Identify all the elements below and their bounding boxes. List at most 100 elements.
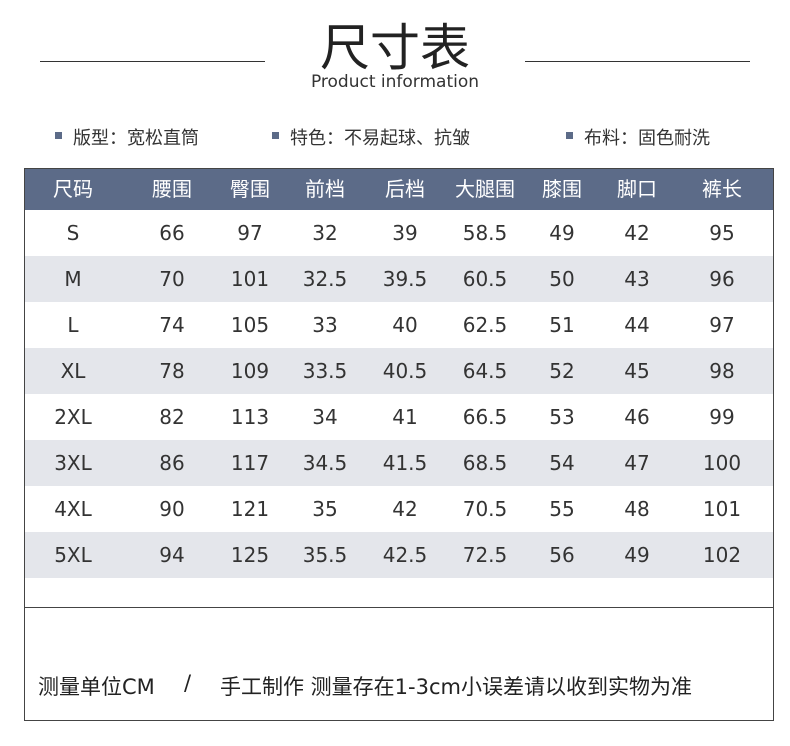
subtitle: Product information [310, 72, 480, 92]
feature: 特色：不易起球、抗皱 [290, 128, 470, 149]
footer-note: 手工制作 测量存在1-3cm小误差请以收到实物为准 [220, 675, 692, 699]
cell: 52 [549, 359, 575, 383]
title: 尺寸表 [320, 19, 470, 77]
cell: 56 [549, 543, 575, 567]
cell: 98 [709, 359, 735, 383]
header-cell: 后档 [385, 177, 425, 201]
footer-note: 测量单位CM [38, 675, 155, 699]
cell: 39.5 [382, 267, 428, 291]
cell: 60.5 [462, 267, 508, 291]
cell: 50 [549, 267, 575, 291]
header-cell: 腰围 [152, 177, 192, 201]
cell: 43 [624, 267, 650, 291]
cell: 35 [312, 497, 338, 521]
bullet [566, 132, 573, 139]
cell: 42 [392, 497, 418, 521]
feature: 布料：固色耐洗 [584, 128, 710, 149]
cell: 66 [159, 221, 185, 245]
cell: 44 [624, 313, 650, 337]
cell: 47 [624, 451, 650, 475]
cell: 78 [159, 359, 185, 383]
cell: 64.5 [462, 359, 508, 383]
cell: 35.5 [302, 543, 348, 567]
row-bg [25, 532, 773, 578]
divider [25, 607, 773, 608]
bullet [272, 132, 279, 139]
cell: 66.5 [462, 405, 508, 429]
cell: 33.5 [302, 359, 348, 383]
cell: 5XL [54, 543, 92, 567]
cell: 70.5 [462, 497, 508, 521]
cell: M [64, 267, 82, 291]
row-bg [25, 348, 773, 394]
row-bg [25, 256, 773, 302]
cell: 33 [312, 313, 338, 337]
cell: 96 [709, 267, 735, 291]
cell: 90 [159, 497, 185, 521]
header-cell: 前档 [305, 177, 345, 201]
cell: 42 [624, 221, 650, 245]
table-header-bg [25, 169, 773, 210]
cell: 101 [702, 497, 742, 521]
cell: 95 [709, 221, 735, 245]
cell: 97 [709, 313, 735, 337]
cell: 117 [230, 451, 270, 475]
row-bg [25, 440, 773, 486]
table-box [24, 168, 774, 721]
cell: 41.5 [382, 451, 428, 475]
cell: 86 [159, 451, 185, 475]
cell: 41 [392, 405, 418, 429]
cell: 39 [392, 221, 418, 245]
header-cell: 大腿围 [455, 177, 515, 201]
cell: 121 [230, 497, 270, 521]
header-cell: 裤长 [702, 177, 742, 201]
rule [525, 61, 750, 62]
cell: 102 [702, 543, 742, 567]
cell: 100 [702, 451, 742, 475]
cell: 40.5 [382, 359, 428, 383]
cell: 48 [624, 497, 650, 521]
cell: 34.5 [302, 451, 348, 475]
header-cell: 膝围 [542, 177, 582, 201]
cell: 49 [549, 221, 575, 245]
cell: 99 [709, 405, 735, 429]
header-cell: 臀围 [230, 177, 270, 201]
rule [40, 61, 265, 62]
header-cell: 脚口 [617, 177, 657, 201]
cell: 4XL [54, 497, 92, 521]
cell: 53 [549, 405, 575, 429]
cell: XL [60, 359, 86, 383]
cell: 125 [230, 543, 270, 567]
cell: 105 [230, 313, 270, 337]
cell: 40 [392, 313, 418, 337]
cell: 68.5 [462, 451, 508, 475]
cell: 51 [549, 313, 575, 337]
cell: 34 [312, 405, 338, 429]
cell: 55 [549, 497, 575, 521]
cell: 58.5 [462, 221, 508, 245]
cell: 109 [230, 359, 270, 383]
cell: 32.5 [302, 267, 348, 291]
cell: 49 [624, 543, 650, 567]
cell: L [67, 313, 79, 337]
cell: 3XL [54, 451, 92, 475]
cell: 45 [624, 359, 650, 383]
cell: 94 [159, 543, 185, 567]
cell: 82 [159, 405, 185, 429]
cell: 46 [624, 405, 650, 429]
cell: 2XL [54, 405, 92, 429]
cell: 54 [549, 451, 575, 475]
cell: 74 [159, 313, 185, 337]
cell: S [66, 221, 80, 245]
cell: 97 [237, 221, 263, 245]
cell: 70 [159, 267, 185, 291]
bullet [55, 132, 62, 139]
header-cell: 尺码 [53, 177, 93, 201]
cell: 32 [312, 221, 338, 245]
footer-note: / [184, 671, 192, 695]
cell: 113 [230, 405, 270, 429]
feature: 版型：宽松直筒 [73, 128, 199, 149]
cell: 42.5 [382, 543, 428, 567]
cell: 62.5 [462, 313, 508, 337]
